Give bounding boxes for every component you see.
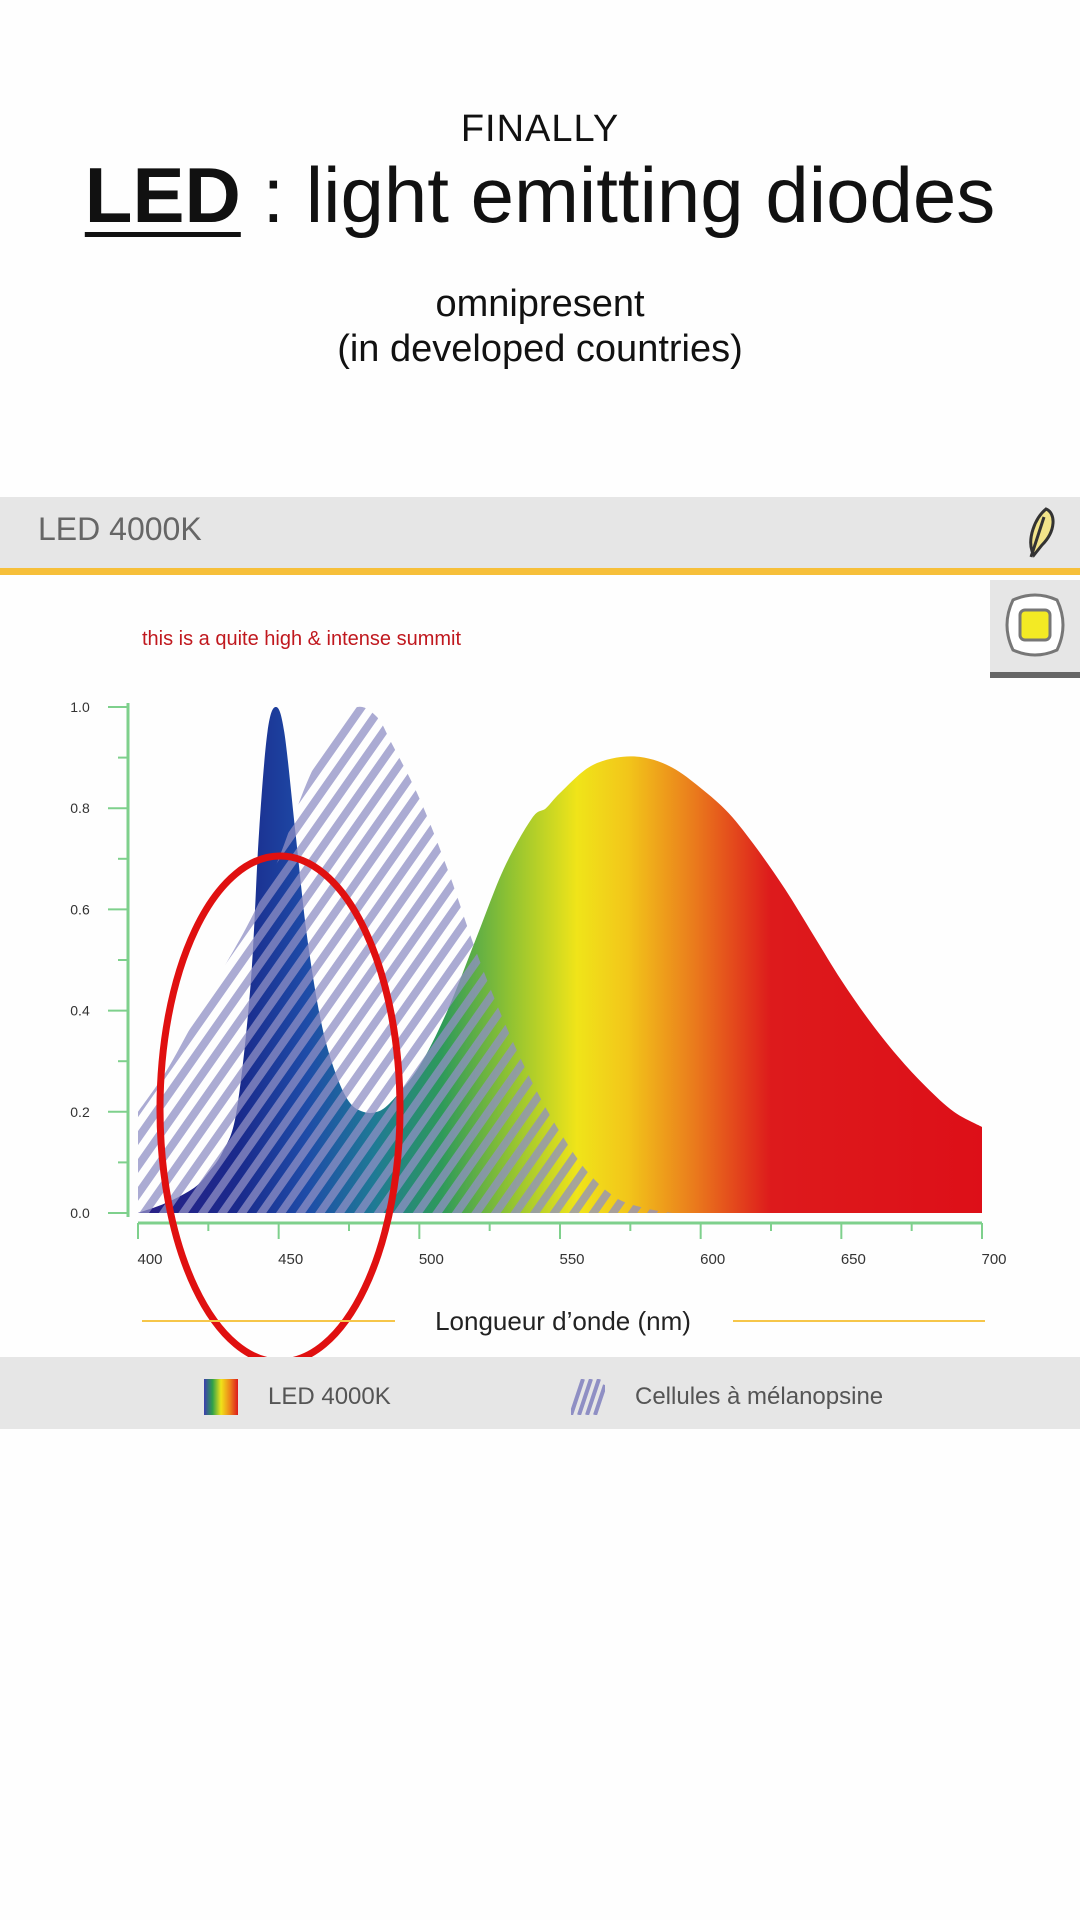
y-tick-label: 1.0 bbox=[70, 699, 90, 715]
chart-annotation: this is a quite high & intense summit bbox=[142, 628, 461, 650]
chart-legend: LED 4000K Cellules à mélanopsine bbox=[0, 1357, 1080, 1429]
y-tick-label: 0.4 bbox=[70, 1003, 90, 1019]
legend-label-led: LED 4000K bbox=[268, 1383, 391, 1410]
x-tick-label: 500 bbox=[419, 1251, 444, 1268]
subtitle: omnipresent (in developed countries) bbox=[0, 282, 1080, 372]
chart-header: LED 4000K bbox=[0, 497, 1080, 568]
x-tick-label: 600 bbox=[700, 1251, 725, 1268]
chart-header-accent-bar bbox=[0, 568, 1080, 575]
x-tick-label: 650 bbox=[841, 1251, 866, 1268]
x-tick-label: 550 bbox=[559, 1251, 584, 1268]
legend-swatch-melanopsin bbox=[571, 1379, 605, 1415]
peak-highlight-ring bbox=[156, 852, 404, 1357]
title-led: LED bbox=[84, 151, 241, 239]
legend-swatch-led bbox=[204, 1379, 238, 1415]
x-tick-label: 450 bbox=[278, 1251, 303, 1268]
chart-header-label: LED 4000K bbox=[38, 511, 202, 547]
y-tick-label: 0.0 bbox=[70, 1205, 90, 1221]
x-tick-label: 400 bbox=[137, 1251, 162, 1268]
kicker-text: FINALLY bbox=[460, 108, 620, 150]
x-tick-labels: 400 450 500 550 600 650 700 bbox=[137, 1251, 1006, 1268]
led-chip-box bbox=[990, 580, 1080, 678]
subtitle-line-1: omnipresent bbox=[435, 283, 645, 325]
y-tick-label: 0.2 bbox=[70, 1104, 90, 1120]
subtitle-line-2: (in developed countries) bbox=[337, 328, 743, 370]
legend-item-led: LED 4000K bbox=[204, 1379, 391, 1415]
x-axis-label: Longueur d’onde (nm) bbox=[435, 1306, 691, 1336]
chart-axes bbox=[108, 703, 983, 1239]
series-melanopsin-area bbox=[138, 706, 673, 1213]
legend-label-melanopsin: Cellules à mélanopsine bbox=[635, 1383, 884, 1410]
legend-item-melanopsin: Cellules à mélanopsine bbox=[571, 1379, 883, 1415]
feather-icon bbox=[1029, 507, 1055, 558]
y-tick-label: 0.8 bbox=[70, 800, 90, 816]
y-tick-label: 0.6 bbox=[70, 901, 90, 917]
y-tick-labels: 0.0 0.2 0.4 0.6 0.8 1.0 bbox=[70, 699, 90, 1221]
led-chip-icon bbox=[1005, 593, 1065, 657]
spectrum-chart: this is a quite high & intense summit 40… bbox=[70, 628, 1007, 1357]
x-tick-label: 700 bbox=[981, 1251, 1006, 1268]
page-title: LED : light emitting diodes bbox=[0, 150, 1080, 240]
series-led-4000k-area bbox=[138, 707, 982, 1213]
title-rest: : light emitting diodes bbox=[240, 151, 996, 239]
